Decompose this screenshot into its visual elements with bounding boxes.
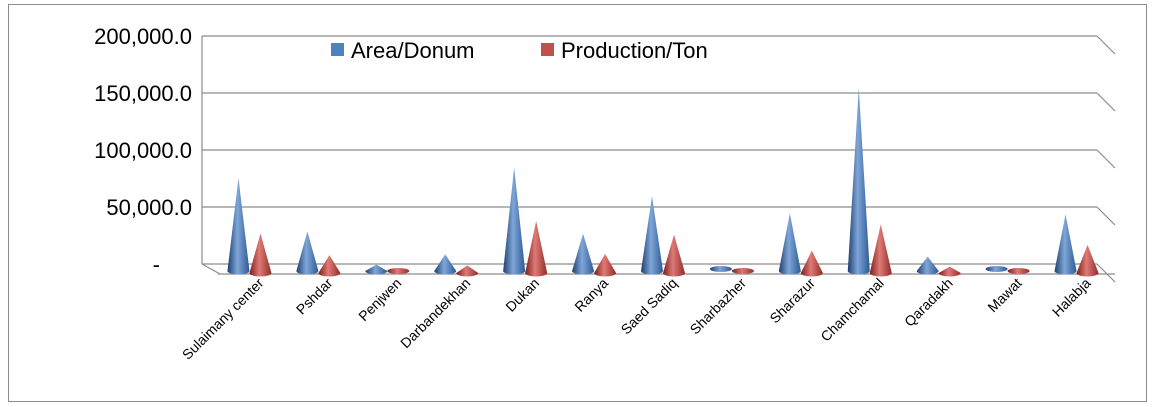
y-axis-ticks: 200,000.0 150,000.0 100,000.0 50,000.0 -: [94, 24, 192, 277]
cone-production: [938, 266, 961, 277]
floor-left-edge: [201, 263, 221, 275]
y-tick-label: 150,000.0: [94, 81, 192, 106]
x-tick-label: Saed Sadiq: [618, 275, 681, 338]
cone-area: [434, 254, 457, 275]
legend-label-area: Area/Donum: [351, 38, 475, 63]
cone-flat: [1007, 268, 1030, 274]
legend-swatch-area: [331, 43, 344, 56]
cone-area: [641, 196, 663, 275]
cone-body: [318, 255, 341, 277]
gridline-side: [1096, 35, 1116, 55]
legend-swatch-production: [541, 43, 554, 56]
cone-production: [663, 234, 685, 277]
cone-body: [938, 266, 961, 277]
x-tick-label: Chamchamal: [817, 275, 887, 345]
cone-body: [1054, 214, 1077, 275]
cone-production: [800, 250, 823, 277]
x-tick-label: Mawat: [984, 275, 1025, 316]
cone-body: [641, 196, 663, 275]
cone-body: [572, 233, 595, 275]
gridline-side: [1096, 206, 1116, 226]
x-axis-labels: Sulaimany center Pshdar PenjwenDarbandekha…: [179, 275, 1094, 363]
cone-production: [594, 254, 617, 277]
y-tick-label: 50,000.0: [106, 195, 192, 220]
cone-production: [525, 220, 548, 277]
cone-production: [731, 268, 754, 274]
gridline-side: [1096, 92, 1116, 112]
cone-production: [869, 224, 892, 277]
legend: Area/Donum Production/Ton: [331, 38, 708, 63]
cone-flat: [985, 266, 1008, 272]
cone-body: [456, 265, 479, 277]
y-tick-label: -: [153, 252, 160, 277]
x-tick-label: Halabja: [1049, 275, 1094, 320]
x-tick-label: Dukan: [502, 275, 542, 315]
cone-area: [1054, 214, 1077, 275]
cone-body: [525, 220, 548, 277]
cone-body: [296, 231, 319, 275]
cone-layer: [227, 87, 1099, 277]
cone-body: [778, 213, 801, 275]
x-tick-label: Penjwen: [355, 275, 404, 324]
cone-production: [1076, 244, 1099, 277]
legend-label-production: Production/Ton: [561, 38, 708, 63]
cone-area: [709, 266, 732, 272]
x-tick-label: Qaradakh: [901, 275, 956, 330]
cone-production: [456, 265, 479, 277]
cone-area: [365, 264, 388, 275]
cone-body: [800, 250, 823, 277]
cone-body: [916, 256, 939, 275]
x-tick-label: Sharbazher: [687, 275, 750, 338]
cone-body: [594, 254, 617, 277]
x-tick-label: Pshdar: [293, 275, 336, 318]
cone-production: [249, 233, 272, 277]
y-tick-label: 100,000.0: [94, 138, 192, 163]
cone-area: [572, 233, 595, 275]
cone-body: [249, 233, 272, 277]
x-tick-label: Ranya: [571, 275, 611, 315]
cone-flat: [709, 266, 732, 272]
cone-production: [1007, 268, 1030, 274]
chart-frame: [8, 4, 1147, 402]
cone-body: [869, 224, 892, 277]
cone-body: [1076, 244, 1099, 277]
cone-body: [663, 234, 685, 277]
x-tick-label: Sharazur: [766, 275, 818, 327]
cone-body: [847, 87, 870, 275]
cone-area: [985, 266, 1008, 272]
x-tick-label: Darbandekhan: [397, 275, 473, 351]
cone-area: [227, 177, 250, 275]
cone-body: [227, 177, 250, 275]
cone-production: [387, 268, 410, 274]
cone-area: [503, 167, 526, 275]
gridline-side: [1096, 149, 1116, 169]
x-tick-label: Sulaimany center: [179, 275, 267, 363]
cone-area: [778, 213, 801, 275]
y-tick-label: 200,000.0: [94, 24, 192, 49]
cone-production: [318, 255, 341, 277]
cone-body: [434, 254, 457, 275]
cone-area: [296, 231, 319, 275]
cone-area: [916, 256, 939, 275]
cone-area: [847, 87, 870, 275]
cone-flat: [387, 268, 410, 274]
cone-body: [503, 167, 526, 275]
gridline-side: [1096, 263, 1116, 283]
cone-flat: [731, 268, 754, 274]
cone-body: [365, 264, 388, 275]
